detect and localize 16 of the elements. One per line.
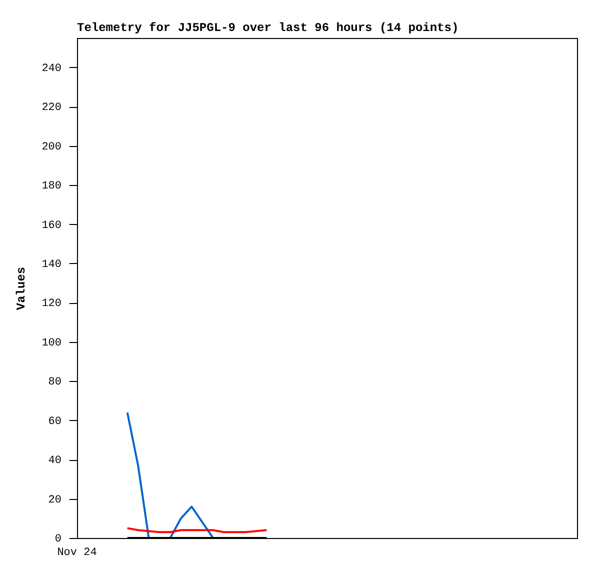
y-tick-label: 140	[42, 258, 62, 271]
y-tick-label: 120	[42, 298, 62, 310]
y-tick-label: 20	[48, 494, 62, 506]
y-tick-label: 100	[42, 337, 62, 350]
y-tick-label: 180	[42, 180, 62, 193]
y-tick-label: 220	[42, 102, 62, 114]
y-tick-label: 200	[42, 141, 62, 154]
y-tick-label: 40	[48, 455, 62, 468]
chart-title: Telemetry for JJ5PGL-9 over last 96 hours (14 points)	[77, 21, 459, 35]
y-tick-label: 240	[42, 62, 62, 75]
y-axis-title: Values	[14, 266, 29, 310]
y-tick-label: 0	[54, 534, 62, 546]
text: Nov 24	[57, 547, 98, 559]
y-tick-label: 60	[48, 416, 62, 428]
y-tick-label: 80	[48, 376, 62, 389]
y-tick-label: 160	[42, 220, 62, 232]
